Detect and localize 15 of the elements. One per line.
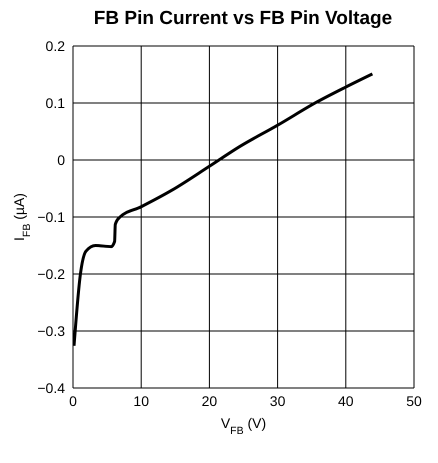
x-tick-label: 40 (338, 392, 354, 409)
x-tick-label: 0 (69, 392, 78, 409)
x-axis-title: V$_{FB}$ (V) (220, 415, 266, 437)
y-tick-label: −0.4 (37, 380, 66, 396)
y-tick-label: −0.3 (37, 322, 66, 339)
y-tick-label: −0.2 (37, 266, 66, 282)
y-tick-label: −0.1 (37, 208, 66, 225)
x-tick-label: 30 (270, 392, 286, 409)
chart-title: FB Pin Current vs FB Pin Voltage (92, 8, 394, 31)
x-tick-label: 50 (406, 392, 422, 409)
y-tick-label: 0.2 (46, 38, 66, 54)
y-tick-label: 0 (57, 152, 66, 168)
x-tick-label: 20 (202, 392, 218, 409)
x-tick-label: 10 (133, 392, 150, 409)
y-tick-label: 0.1 (46, 94, 66, 111)
